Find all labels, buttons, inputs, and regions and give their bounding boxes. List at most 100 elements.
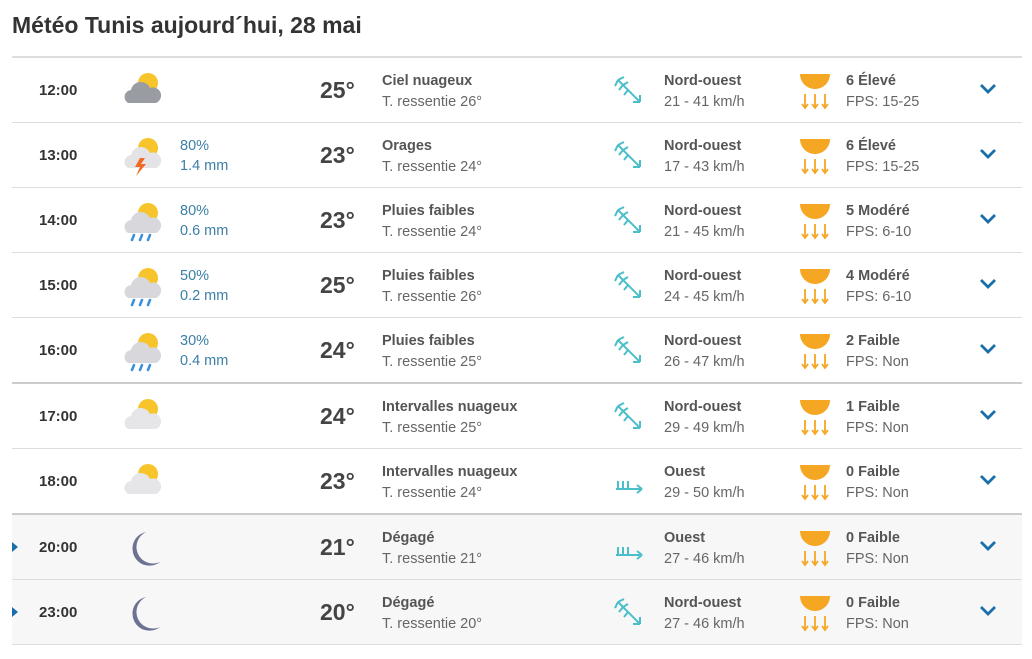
wind-speed: 21 - 41 km/h — [664, 94, 745, 110]
hour: 16:00 — [39, 342, 78, 359]
precip-probability: 80% — [180, 138, 210, 154]
condition: Pluies faibles — [382, 333, 475, 349]
wind-arrow-nw-icon — [614, 141, 641, 168]
spf: FPS: 6-10 — [846, 224, 912, 240]
precip-amount: 0.6 mm — [180, 223, 229, 239]
expand-arrow-icon[interactable] — [12, 542, 18, 552]
partly-weather-icon — [124, 399, 162, 429]
precipitation: 80% 1.4 mm — [180, 136, 228, 176]
moon-weather-icon — [132, 532, 160, 566]
uv-index: 0 Faible — [846, 464, 900, 480]
forecast-row[interactable]: 23:00 20° Dégagé T. ressentie 20° Nord-ou… — [12, 580, 1022, 645]
wind-arrow-nw-icon — [614, 271, 641, 298]
forecast-row[interactable]: 13:00 80% 1.4 mm 23° Orages T. ressentie 2… — [12, 123, 1022, 188]
hour: 13:00 — [39, 147, 78, 164]
chevron-down-icon[interactable] — [978, 82, 998, 96]
chevron-down-icon[interactable] — [978, 277, 998, 291]
chevron-down-icon[interactable] — [978, 342, 998, 356]
condition: Ciel nuageux — [382, 73, 473, 89]
wind-direction: Ouest — [664, 530, 706, 546]
wind-speed: 29 - 49 km/h — [664, 420, 745, 436]
spf: FPS: Non — [846, 616, 909, 632]
precip-probability: 50% — [180, 268, 210, 284]
feels-like: T. ressentie 26° — [382, 94, 483, 110]
feels-like: T. ressentie 25° — [382, 420, 483, 436]
chevron-down-icon[interactable] — [978, 473, 998, 487]
hour: 15:00 — [39, 277, 78, 294]
chevron-down-icon[interactable] — [978, 408, 998, 422]
wind-direction: Nord-ouest — [664, 268, 742, 284]
temperature: 24° — [320, 337, 355, 363]
cloudy-weather-icon — [124, 73, 162, 103]
forecast-row[interactable]: 15:00 50% 0.2 mm 25° Pluies faibles T. res… — [12, 253, 1022, 318]
uv-index: 0 Faible — [846, 530, 900, 546]
expand-arrow-icon[interactable] — [12, 607, 18, 617]
condition: Pluies faibles — [382, 268, 475, 284]
feels-like: T. ressentie 24° — [382, 159, 483, 175]
partly-weather-icon — [124, 464, 162, 494]
storm-weather-icon — [124, 138, 162, 176]
forecast-row[interactable]: 18:00 23° Intervalles nuageux T. ressenti… — [12, 449, 1022, 515]
uv-sun-icon — [800, 269, 830, 305]
condition: Intervalles nuageux — [382, 464, 518, 480]
uv-index: 5 Modéré — [846, 203, 910, 219]
precip-probability: 30% — [180, 333, 210, 349]
uv-index: 1 Faible — [846, 399, 900, 415]
wind-arrow-w-icon — [616, 547, 643, 560]
chevron-down-icon[interactable] — [978, 539, 998, 553]
uv-sun-icon — [800, 465, 830, 501]
temperature: 20° — [320, 599, 355, 625]
wind-arrow-nw-icon — [614, 402, 641, 429]
feels-like: T. ressentie 24° — [382, 485, 483, 501]
moon-weather-icon — [132, 597, 160, 631]
uv-sun-icon — [800, 74, 830, 110]
forecast-row[interactable]: 12:00 25° Ciel nuageux T. ressentie 26° N… — [12, 58, 1022, 123]
condition: Orages — [382, 138, 432, 154]
page-title: Météo Tunis aujourd´hui, 28 mai — [12, 12, 362, 38]
wind-arrow-nw-icon — [614, 598, 641, 625]
chevron-down-icon[interactable] — [978, 212, 998, 226]
precip-amount: 0.4 mm — [180, 353, 229, 369]
uv-sun-icon — [800, 334, 830, 370]
uv-index: 0 Faible — [846, 595, 900, 611]
rain-weather-icon — [124, 333, 162, 372]
spf: FPS: Non — [846, 354, 909, 370]
precipitation: 50% 0.2 mm — [180, 266, 228, 306]
precip-probability: 80% — [180, 203, 210, 219]
temperature: 25° — [320, 77, 355, 103]
hour: 14:00 — [39, 212, 78, 229]
wind-speed: 21 - 45 km/h — [664, 224, 745, 240]
chevron-down-icon[interactable] — [978, 604, 998, 618]
temperature: 23° — [320, 207, 355, 233]
forecast-row[interactable]: 14:00 80% 0.6 mm 23° Pluies faibles T. res… — [12, 188, 1022, 253]
rain-weather-icon — [124, 203, 162, 242]
temperature: 24° — [320, 403, 355, 429]
feels-like: T. ressentie 24° — [382, 224, 483, 240]
uv-index: 4 Modéré — [846, 268, 910, 284]
feels-like: T. ressentie 20° — [382, 616, 483, 632]
wind-arrow-nw-icon — [614, 206, 641, 233]
spf: FPS: Non — [846, 551, 909, 567]
wind-speed: 27 - 46 km/h — [664, 616, 745, 632]
uv-index: 6 Élevé — [846, 73, 896, 89]
feels-like: T. ressentie 26° — [382, 289, 483, 305]
uv-sun-icon — [800, 596, 830, 632]
hour: 20:00 — [39, 539, 78, 556]
uv-sun-icon — [800, 531, 830, 567]
forecast-row[interactable]: 16:00 30% 0.4 mm 24° Pluies faibles T. res… — [12, 318, 1022, 384]
wind-direction: Ouest — [664, 464, 706, 480]
hourly-forecast-table: 12:00 25° Ciel nuageux T. ressentie 26° N… — [12, 56, 1022, 645]
precipitation: 30% 0.4 mm — [180, 331, 228, 371]
uv-sun-icon — [800, 204, 830, 240]
forecast-row[interactable]: 17:00 24° Intervalles nuageux T. ressenti… — [12, 384, 1022, 449]
temperature: 23° — [320, 468, 355, 494]
forecast-row[interactable]: 20:00 21° Dégagé T. ressentie 21° Ouest 27… — [12, 515, 1022, 580]
wind-arrow-w-icon — [616, 481, 643, 494]
condition: Intervalles nuageux — [382, 399, 518, 415]
hour: 23:00 — [39, 604, 78, 621]
wind-direction: Nord-ouest — [664, 138, 742, 154]
chevron-down-icon[interactable] — [978, 147, 998, 161]
uv-index: 2 Faible — [846, 333, 900, 349]
wind-direction: Nord-ouest — [664, 399, 742, 415]
uv-sun-icon — [800, 400, 830, 436]
